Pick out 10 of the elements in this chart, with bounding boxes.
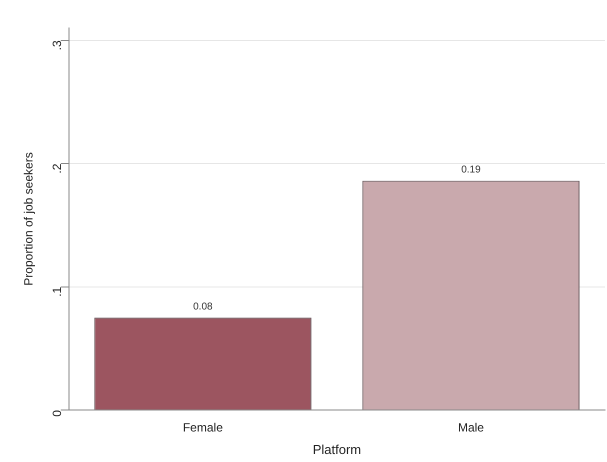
y-tick-label: .1 bbox=[50, 286, 64, 297]
y-tick-label: 0 bbox=[50, 410, 64, 417]
x-tick-label: Male bbox=[458, 420, 484, 435]
y-axis-title: Proportion of job seekers bbox=[22, 152, 36, 286]
data-label: 0.08 bbox=[193, 301, 214, 312]
data-label: 0.19 bbox=[461, 164, 482, 176]
x-axis-title: Platform bbox=[312, 442, 362, 457]
y-tick-label: .2 bbox=[50, 163, 64, 174]
x-tick-label: Female bbox=[182, 420, 224, 435]
y-tick-label: .3 bbox=[50, 40, 64, 50]
